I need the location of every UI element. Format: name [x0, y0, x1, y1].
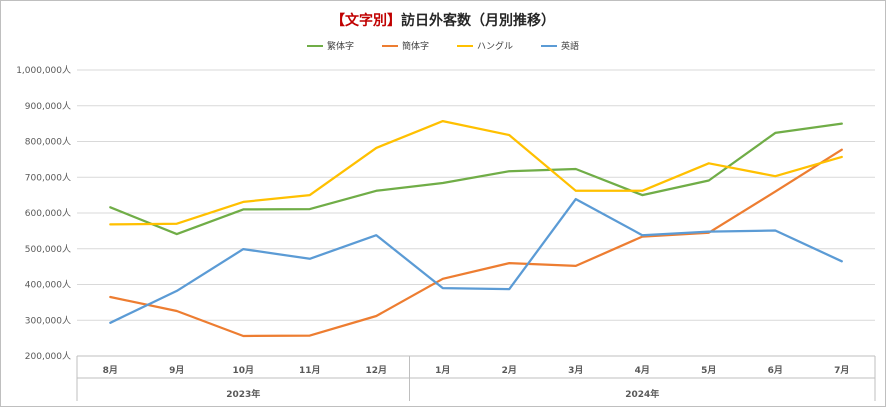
- x-tick-label: 4月: [635, 365, 650, 376]
- y-tick-label: 700,000人: [25, 172, 71, 183]
- chart-title: 【文字別】訪日外客数（月別推移）: [1, 10, 885, 30]
- x-tick-label: 9月: [169, 365, 184, 376]
- x-tick-label: 2月: [502, 365, 517, 376]
- chart-title-accent: 【文字別】: [331, 13, 401, 29]
- legend-label-english: 英語: [561, 42, 580, 52]
- x-group-label: 2024年: [625, 388, 659, 400]
- legend-swatch-english: [541, 44, 558, 47]
- x-tick-label: 7月: [834, 365, 849, 376]
- legend-label-hangul: ハングル: [477, 42, 514, 52]
- y-tick-label: 1,000,000人: [16, 65, 71, 76]
- x-tick-label: 10月: [232, 365, 254, 376]
- legend-item-english: 英語: [541, 39, 579, 52]
- legend-item-traditional: 繁体字: [306, 39, 354, 52]
- x-tick-label: 8月: [103, 365, 118, 376]
- x-tick-label: 5月: [701, 365, 716, 376]
- y-tick-label: 800,000人: [25, 137, 71, 148]
- y-tick-label: 500,000人: [25, 244, 71, 255]
- legend-swatch-simplified: [381, 44, 398, 47]
- chart-title-main: 訪日外客数（月別推移）: [401, 13, 555, 29]
- axis-layer: 200,000人 300,000人 400,000人 500,000人 600,000人…: [16, 65, 876, 401]
- y-tick-label: 300,000人: [25, 315, 71, 326]
- legend-swatch-traditional: [306, 44, 323, 47]
- legend-swatch-hangul: [457, 44, 473, 47]
- x-tick-label: 3月: [568, 365, 583, 376]
- series-line-3: [109, 197, 843, 324]
- series-line-1: [109, 148, 843, 338]
- grid-layer: [77, 69, 875, 357]
- series-line-2: [109, 119, 843, 226]
- legend-label-simplified: 簡体字: [401, 42, 429, 52]
- series-layer: [109, 119, 843, 338]
- series-line-0: [109, 122, 843, 236]
- legend-item-simplified: 簡体字: [381, 39, 429, 52]
- y-tick-label: 900,000人: [25, 101, 71, 112]
- x-tick-label: 12月: [365, 365, 387, 376]
- legend-label-traditional: 繁体字: [326, 42, 354, 52]
- legend-item-hangul: ハングル: [457, 39, 513, 52]
- x-tick-label: 6月: [768, 365, 783, 376]
- y-tick-label: 600,000人: [25, 208, 71, 219]
- x-group-label: 2023年: [226, 388, 260, 400]
- chart-legend: 繁体字 簡体字 ハングル 英語: [1, 39, 885, 52]
- x-tick-label: 11月: [299, 365, 321, 376]
- x-tick-label: 1月: [435, 365, 450, 376]
- y-tick-label: 400,000人: [25, 280, 71, 291]
- y-tick-label: 200,000人: [25, 351, 71, 362]
